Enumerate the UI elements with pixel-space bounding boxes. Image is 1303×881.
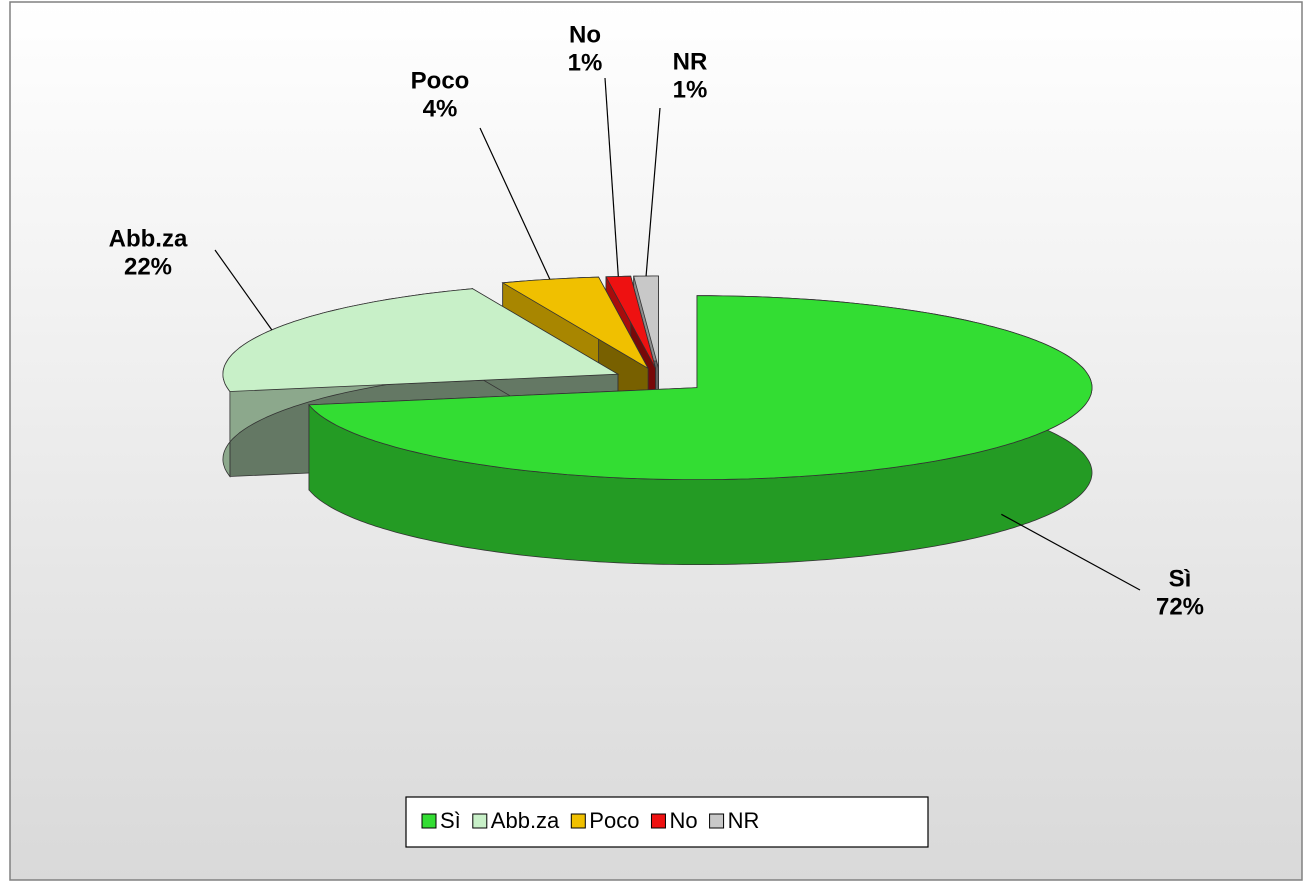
- leader-line: [214, 249, 273, 331]
- slice: [605, 275, 656, 369]
- legend-swatch: [709, 813, 725, 829]
- slice: [633, 275, 659, 369]
- data-label-value: 4%: [423, 95, 458, 122]
- legend-label: NR: [728, 808, 760, 833]
- legend-swatch: [650, 813, 666, 829]
- data-label-name: Poco: [411, 67, 470, 94]
- data-label-name: Sì: [1169, 565, 1192, 592]
- data-label-value: 1%: [673, 76, 708, 103]
- leader-line: [1001, 513, 1141, 591]
- legend: Sì Abb.za Poco No NR: [421, 808, 760, 833]
- legend-swatch: [421, 813, 437, 829]
- data-label-value: 1%: [568, 49, 603, 76]
- legend-box: [405, 796, 929, 848]
- pie: [222, 275, 1093, 565]
- legend-swatch: [472, 813, 488, 829]
- slice: [222, 288, 620, 392]
- legend-swatch: [570, 813, 586, 829]
- leader-line: [645, 107, 661, 277]
- legend-label: No: [669, 808, 697, 833]
- data-label-name: Abb.za: [109, 225, 188, 252]
- legend-label: Sì: [440, 808, 461, 833]
- slice: [308, 295, 1093, 480]
- data-label-name: NR: [673, 48, 708, 75]
- leader-line: [479, 127, 551, 280]
- data-label-value: 22%: [124, 253, 172, 280]
- data-label-name: No: [569, 21, 601, 48]
- leader-line: [604, 77, 619, 277]
- legend-label: Poco: [589, 808, 639, 833]
- data-label-value: 72%: [1156, 593, 1204, 620]
- legend-label: Abb.za: [491, 808, 560, 833]
- slice: [501, 276, 650, 370]
